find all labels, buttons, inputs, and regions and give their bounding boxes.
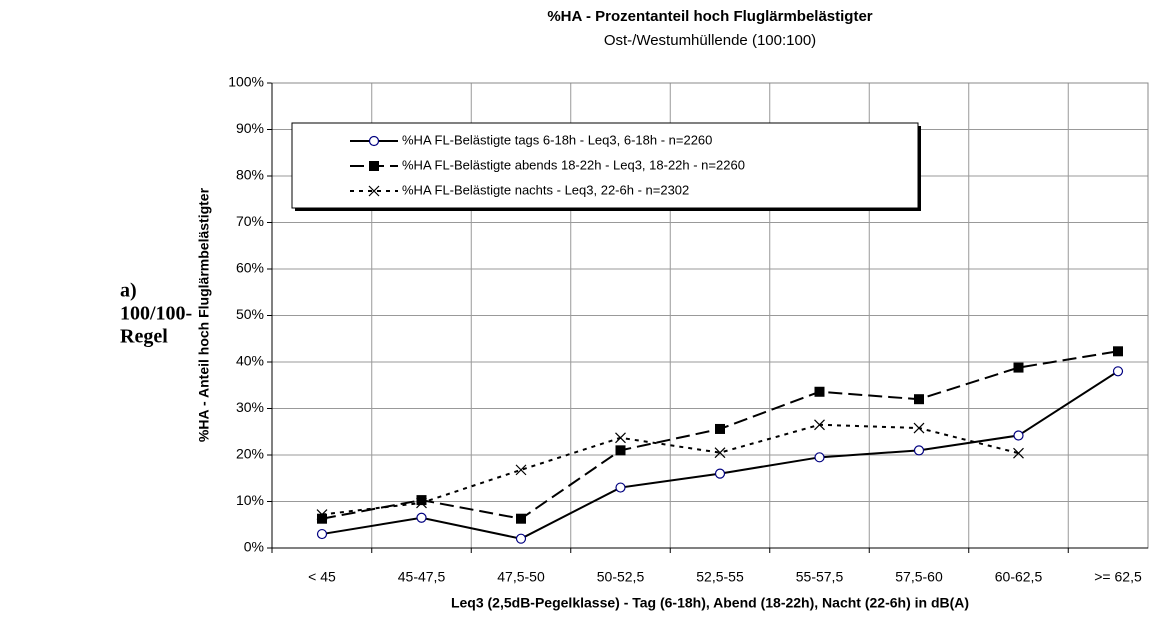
marker [515, 533, 527, 544]
side-label: 100/100- [120, 303, 192, 325]
y-tick-label: 90% [236, 120, 264, 136]
marker [1013, 447, 1024, 459]
y-tick-label: 20% [236, 446, 264, 462]
marker [814, 452, 825, 463]
marker [715, 423, 725, 434]
marker [368, 135, 380, 147]
marker [369, 161, 379, 171]
marker [368, 185, 380, 197]
y-tick-label: 30% [236, 399, 264, 415]
marker [316, 509, 328, 520]
side-label: Regel [120, 326, 168, 348]
x-tick-label: 52,5-55 [696, 569, 744, 585]
side-label: a) [120, 280, 137, 302]
x-tick-label: 50-52,5 [597, 569, 645, 585]
marker [914, 394, 924, 405]
legend-label: %HA FL-Belästigte tags 6-18h - Leq3, 6-1… [402, 132, 712, 147]
x-tick-label: < 45 [308, 569, 336, 585]
marker [1013, 430, 1024, 441]
legend-label: %HA FL-Belästigte abends 18-22h - Leq3, … [402, 157, 745, 172]
marker [1113, 346, 1123, 357]
series-line [321, 350, 1119, 520]
marker [615, 445, 626, 456]
y-tick-label: 40% [236, 353, 264, 369]
y-tick-label: 100% [228, 74, 264, 90]
series-line [321, 423, 1019, 516]
y-tick-label: 60% [236, 260, 264, 276]
y-tick-label: 70% [236, 213, 264, 229]
x-tick-label: 57,5-60 [895, 569, 943, 585]
x-axis-label: Leq3 (2,5dB-Pegelklasse) - Tag (6-18h), … [451, 595, 969, 611]
x-tick-label: >= 62,5 [1094, 569, 1142, 585]
marker [913, 445, 925, 456]
marker [714, 468, 726, 479]
x-tick-label: 55-57,5 [796, 569, 844, 585]
x-tick-label: 60-62,5 [995, 569, 1043, 585]
marker [1112, 366, 1124, 377]
legend-label: %HA FL-Belästigte nachts - Leq3, 22-6h -… [402, 182, 689, 197]
y-tick-label: 0% [244, 539, 264, 555]
marker [516, 513, 526, 524]
y-tick-label: 50% [236, 306, 264, 322]
chart-title: %HA - Prozentanteil hoch Fluglärmbelästi… [547, 8, 872, 25]
marker [615, 432, 626, 444]
marker [814, 419, 825, 431]
marker [814, 386, 825, 397]
marker [416, 497, 427, 509]
marker [913, 422, 925, 434]
y-axis-label: %HA - Anteil hoch Fluglärmbelästigter [196, 187, 212, 442]
marker [316, 528, 328, 540]
chart-subtitle: Ost-/Westumhüllende (100:100) [604, 32, 816, 49]
x-tick-label: 45-47,5 [398, 569, 446, 585]
marker [416, 495, 427, 506]
y-tick-label: 80% [236, 167, 264, 183]
x-tick-label: 47,5-50 [497, 569, 545, 585]
marker [1013, 362, 1024, 373]
marker [515, 464, 527, 476]
marker [714, 447, 726, 459]
marker [416, 512, 427, 523]
y-tick-label: 10% [236, 492, 264, 508]
marker [317, 513, 327, 524]
marker [615, 482, 626, 493]
